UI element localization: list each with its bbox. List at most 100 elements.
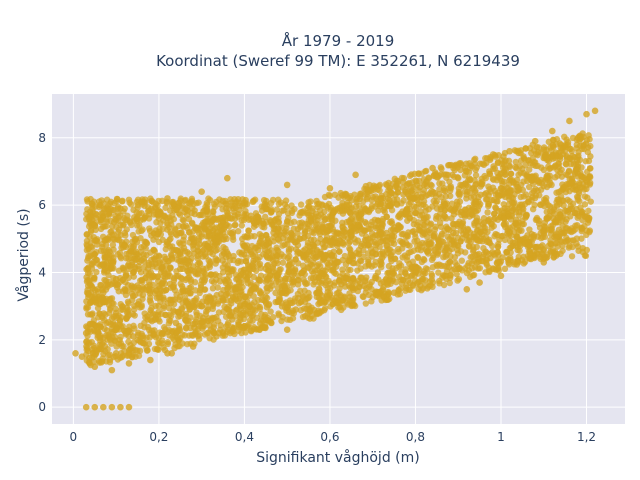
data-point [273, 257, 280, 264]
data-point [395, 248, 402, 255]
data-point [262, 251, 270, 259]
data-point [456, 160, 463, 167]
data-point [131, 306, 138, 313]
data-point [557, 144, 565, 152]
data-point [257, 277, 264, 284]
data-point [117, 340, 125, 347]
data-point [522, 145, 529, 152]
data-point [253, 314, 261, 321]
data-point [523, 171, 530, 179]
data-point [248, 232, 255, 240]
data-point [274, 284, 281, 291]
data-point [179, 275, 186, 282]
data-point [117, 403, 124, 411]
data-point [153, 219, 160, 226]
data-point [244, 279, 252, 287]
data-point [432, 248, 440, 256]
data-point [147, 299, 155, 306]
data-point [268, 208, 275, 215]
data-point [83, 338, 90, 345]
data-point [392, 183, 399, 191]
data-point [389, 265, 396, 272]
data-point [147, 356, 154, 364]
data-point [582, 252, 590, 260]
data-point [349, 251, 356, 259]
data-point [219, 197, 226, 205]
data-point [93, 256, 101, 264]
data-point [130, 273, 137, 280]
chart-title-line-1: År 1979 - 2019 [282, 31, 395, 50]
data-point [262, 316, 270, 323]
data-point [531, 173, 538, 181]
data-point [215, 329, 223, 337]
data-point [92, 299, 100, 306]
data-point [349, 274, 357, 282]
data-point [403, 273, 411, 280]
data-point [369, 248, 377, 256]
data-point [395, 222, 402, 229]
data-point [170, 200, 177, 207]
data-point [219, 230, 227, 237]
data-point [109, 241, 117, 249]
data-point [103, 247, 110, 255]
data-point [206, 322, 213, 329]
data-point [185, 229, 193, 236]
data-point [418, 243, 426, 251]
data-point [346, 219, 354, 226]
data-point [252, 244, 260, 252]
data-point [523, 212, 530, 219]
data-point [192, 224, 199, 231]
data-point [408, 187, 416, 194]
data-point [234, 259, 241, 267]
data-point [300, 234, 307, 242]
data-point [360, 282, 368, 290]
data-point [447, 192, 454, 200]
data-point [441, 272, 448, 280]
data-point [428, 256, 436, 264]
data-point [547, 240, 554, 247]
data-point [270, 314, 277, 321]
data-point [245, 227, 252, 234]
data-point [135, 352, 143, 359]
data-point [100, 269, 108, 276]
data-point [482, 196, 490, 203]
data-point [227, 329, 234, 337]
data-point [401, 252, 409, 259]
data-point [525, 157, 532, 164]
data-point [129, 333, 137, 340]
data-point [224, 210, 232, 217]
data-point [147, 195, 154, 202]
data-point [540, 154, 548, 162]
data-point [201, 331, 209, 338]
data-point [430, 234, 437, 241]
data-point [305, 248, 313, 256]
data-point [235, 199, 243, 207]
data-point [300, 252, 308, 259]
data-point [441, 213, 449, 220]
data-point [87, 299, 94, 307]
data-point [472, 166, 479, 174]
data-point [542, 194, 550, 202]
data-point [347, 284, 354, 291]
data-point [190, 303, 198, 311]
data-point [138, 227, 145, 235]
data-point [340, 241, 347, 248]
data-point [379, 230, 386, 237]
data-point [383, 190, 390, 198]
data-point [183, 255, 191, 262]
data-point [430, 172, 438, 180]
data-point [125, 352, 132, 359]
data-point [119, 197, 126, 205]
data-point [325, 191, 333, 199]
data-point [182, 316, 189, 324]
data-point [531, 137, 539, 145]
data-point [527, 251, 534, 258]
data-point [215, 235, 222, 243]
data-point [132, 235, 140, 243]
data-point [477, 183, 484, 190]
data-point [334, 242, 341, 250]
data-point [451, 166, 458, 174]
data-point [532, 150, 540, 158]
data-point [300, 209, 307, 217]
data-point [220, 243, 227, 251]
